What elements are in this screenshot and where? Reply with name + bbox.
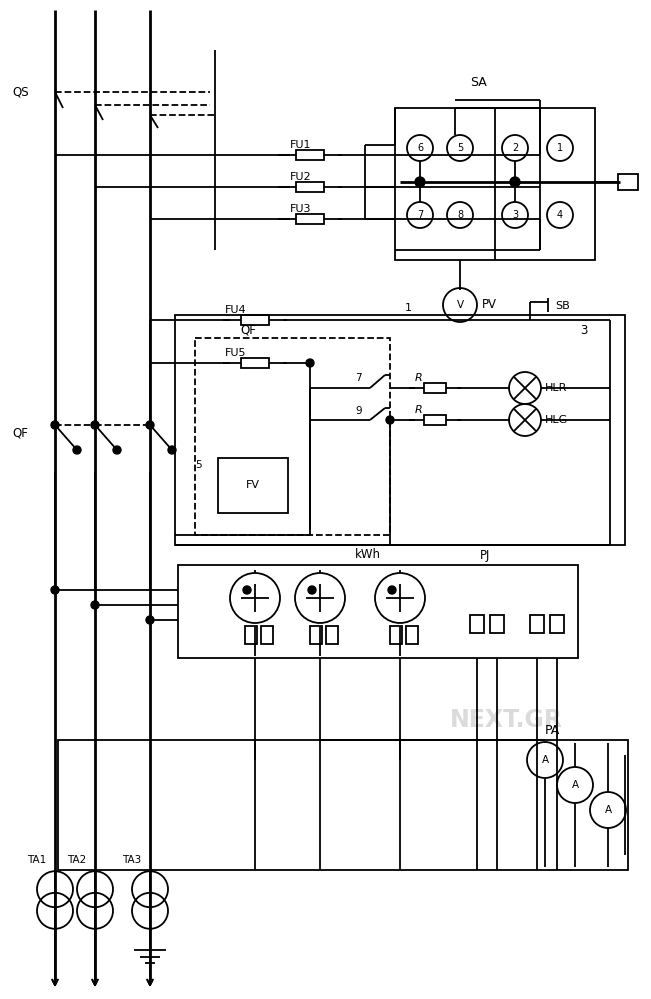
Circle shape [146,616,154,624]
Text: SB: SB [555,301,570,311]
Bar [241,358,269,368]
Text: 3: 3 [512,210,518,220]
Circle shape [73,446,81,454]
Text: V: V [456,300,464,310]
Bar [390,626,402,644]
Circle shape [386,416,394,424]
Text: FU1: FU1 [290,140,311,150]
Text: QF: QF [12,427,28,440]
Text: 5: 5 [195,460,202,470]
Text: SA: SA [470,76,487,89]
Circle shape [168,446,176,454]
Text: NEXT.GR: NEXT.GR [450,708,563,732]
Text: A: A [572,780,579,790]
Bar [470,615,484,633]
Bar [395,108,595,260]
Bar [424,415,446,425]
Bar [530,615,544,633]
Bar [178,565,578,658]
Text: FU3: FU3 [290,204,311,214]
Text: HLR: HLR [545,383,568,393]
Text: QF: QF [240,324,256,337]
Text: 5: 5 [457,143,463,153]
Text: 1: 1 [405,303,412,313]
Bar [241,315,269,325]
Text: 3: 3 [580,324,587,337]
Bar [406,626,418,644]
Text: 9: 9 [355,406,361,416]
Circle shape [510,177,520,187]
Text: FU4: FU4 [225,305,247,315]
Bar [245,626,257,644]
Text: 7: 7 [417,210,423,220]
Bar [296,182,324,192]
Text: FU5: FU5 [225,348,247,358]
Text: kWh: kWh [355,548,381,561]
Text: TA1: TA1 [27,855,46,865]
Text: 7: 7 [355,373,361,383]
Bar [424,383,446,393]
Circle shape [91,601,99,609]
Text: FU2: FU2 [290,172,312,182]
Circle shape [306,359,314,367]
Circle shape [243,586,251,594]
Text: A: A [542,755,549,765]
Bar [195,338,390,535]
Circle shape [415,177,425,187]
Circle shape [91,421,99,429]
Text: 6: 6 [417,143,423,153]
Bar [550,615,564,633]
Bar [218,458,288,513]
Bar [261,626,273,644]
Text: 4: 4 [557,210,563,220]
Circle shape [113,446,121,454]
Bar [296,214,324,224]
Text: A: A [604,805,611,815]
Text: 8: 8 [457,210,463,220]
Bar [296,150,324,160]
Text: R: R [415,373,422,383]
Text: PV: PV [482,299,497,312]
Text: 1: 1 [557,143,563,153]
Bar [618,174,638,190]
Text: PJ: PJ [480,548,490,561]
Circle shape [51,586,59,594]
Circle shape [51,421,59,429]
Text: TA2: TA2 [67,855,86,865]
Circle shape [388,586,396,594]
Bar [310,626,322,644]
Text: QS: QS [12,86,29,99]
Text: 2: 2 [512,143,518,153]
Bar [58,740,628,870]
Text: PA: PA [545,723,561,736]
Text: HLG: HLG [545,415,568,425]
Text: TA3: TA3 [122,855,141,865]
Circle shape [146,421,154,429]
Bar [175,315,625,545]
Circle shape [308,586,316,594]
Bar [490,615,504,633]
Bar [326,626,338,644]
Text: FV: FV [246,480,260,490]
Text: R: R [415,405,422,415]
